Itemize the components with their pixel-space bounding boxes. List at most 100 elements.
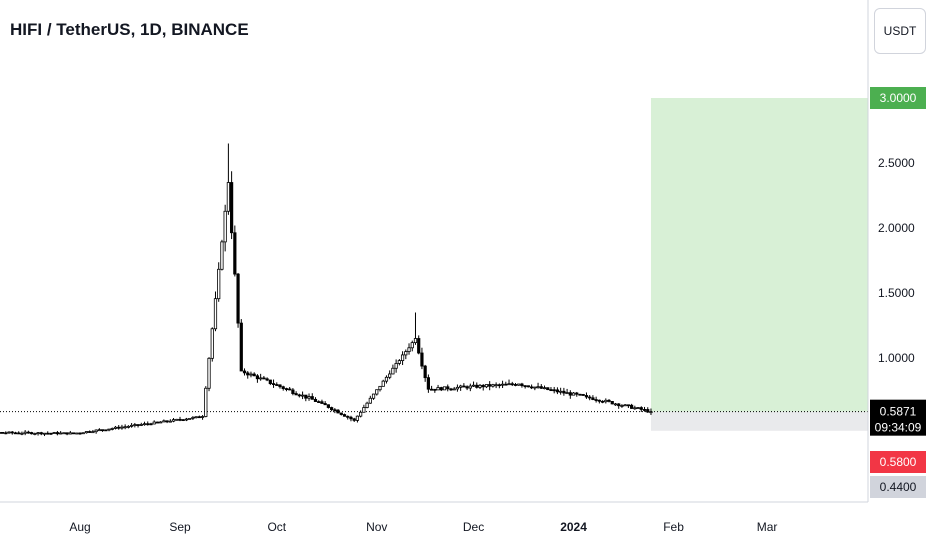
candle: [446, 384, 450, 392]
candle: [449, 387, 453, 391]
x-tick-label: Feb: [663, 520, 684, 534]
candle: [242, 368, 247, 376]
candle-body: [97, 429, 101, 432]
candle-body: [0, 431, 1, 434]
candle-body: [436, 387, 440, 391]
candle-body: [588, 396, 592, 399]
candle-body: [320, 401, 324, 404]
candle: [617, 403, 621, 409]
candle: [55, 430, 60, 436]
candle-body: [175, 418, 179, 421]
candle-body: [413, 338, 418, 344]
candle-body: [149, 423, 153, 426]
candle-body: [304, 394, 308, 399]
candle-body: [39, 432, 43, 435]
candle: [217, 262, 221, 302]
candle: [204, 386, 208, 418]
stop-price-label-bg: [870, 451, 926, 473]
target-price-label: 3.0000: [870, 87, 926, 109]
x-tick-label: 2024: [560, 520, 587, 534]
candle-body: [336, 409, 340, 414]
candle-body: [230, 182, 234, 234]
candle: [123, 424, 127, 430]
candle-body: [100, 429, 105, 432]
candle: [23, 430, 27, 436]
candle: [213, 291, 218, 332]
candle-body: [30, 432, 34, 435]
candle-body: [565, 392, 569, 395]
candle-body: [368, 397, 372, 404]
candle-body: [491, 384, 495, 387]
candle-body: [10, 431, 14, 434]
candle-body: [478, 384, 482, 388]
candle: [88, 430, 92, 433]
candle-body: [471, 384, 476, 387]
candle: [155, 421, 160, 424]
candle-body: [462, 385, 466, 388]
candle: [97, 428, 101, 432]
candle: [613, 402, 618, 406]
candle-body: [84, 431, 89, 434]
candle-body: [152, 421, 156, 425]
candle: [110, 427, 114, 431]
candle: [633, 405, 637, 410]
candle: [342, 413, 347, 417]
candle: [39, 431, 43, 436]
candle-body: [275, 384, 279, 386]
candle-body: [94, 429, 98, 433]
candle-body: [62, 432, 66, 435]
candle: [346, 415, 350, 420]
candle: [481, 384, 485, 391]
candle: [133, 422, 137, 428]
candle: [249, 371, 253, 378]
candle: [591, 395, 595, 401]
candle-body: [239, 322, 243, 372]
candle-body: [497, 384, 501, 387]
candle-body: [388, 373, 392, 378]
candle-body: [262, 377, 266, 380]
candle: [462, 383, 466, 388]
candle: [642, 406, 647, 412]
candle-body: [410, 342, 414, 349]
candle: [423, 364, 427, 382]
candle: [162, 419, 166, 423]
candle: [75, 432, 79, 435]
candle: [507, 379, 511, 386]
candle-body: [339, 412, 343, 415]
candle: [68, 430, 72, 435]
chart-title: HIFI / TetherUS, 1D, BINANCE: [10, 20, 249, 39]
candle-body: [465, 386, 469, 389]
candle-body: [20, 432, 24, 435]
candle: [552, 386, 556, 394]
candle-body: [281, 386, 285, 389]
candle-body: [439, 387, 443, 391]
candle: [536, 382, 540, 389]
candle: [0, 431, 1, 434]
candle: [539, 384, 543, 389]
candle: [491, 383, 495, 388]
candle-body: [226, 182, 230, 212]
candle: [146, 421, 150, 426]
candle: [26, 430, 30, 434]
target-price-label-bg: [870, 87, 926, 109]
candle-body: [394, 363, 398, 369]
candle: [197, 415, 201, 419]
current-price-text: 0.5871: [880, 405, 917, 419]
currency-button[interactable]: USDT: [874, 8, 926, 54]
current-price-bg: [870, 399, 926, 436]
candle-body: [78, 432, 82, 435]
candle-body: [607, 399, 611, 402]
candle: [323, 401, 327, 406]
candle: [300, 391, 305, 400]
candle-body: [49, 432, 53, 435]
candle: [126, 425, 130, 429]
candle: [142, 421, 147, 426]
candle: [210, 327, 214, 362]
candle: [178, 416, 182, 422]
candle-body: [552, 389, 556, 392]
candle: [465, 385, 469, 391]
candle: [607, 399, 611, 403]
candle: [520, 382, 524, 388]
candle-body: [326, 404, 330, 408]
